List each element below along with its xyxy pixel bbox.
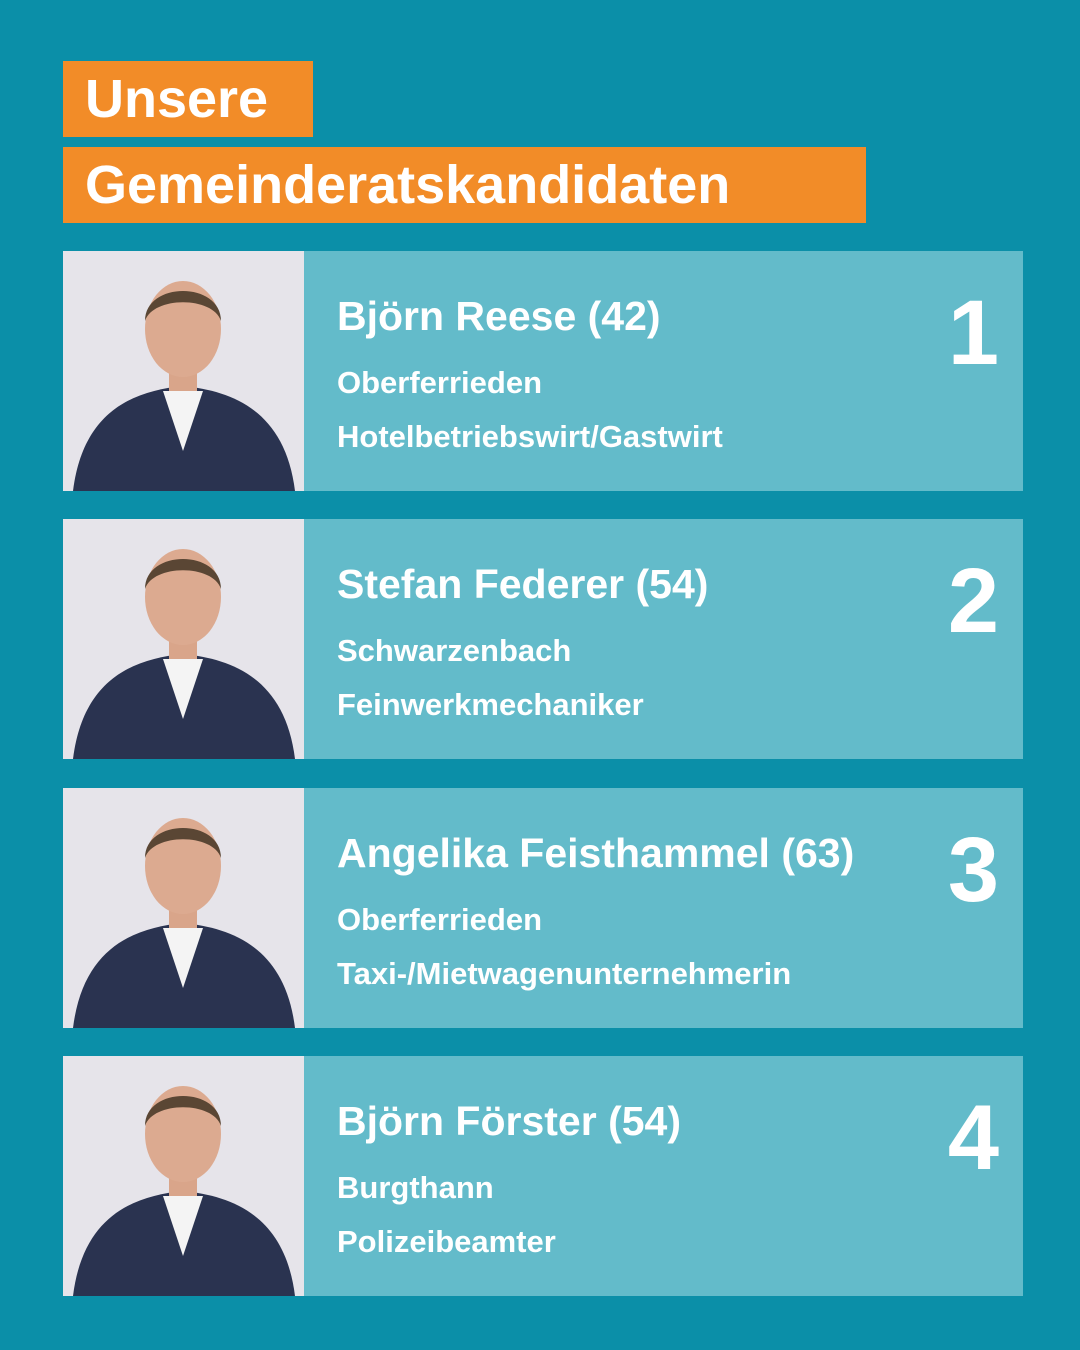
candidate-card: Björn Förster (54) Burgthann Polizeibeamte… — [63, 1056, 1023, 1296]
candidate-name: Björn Förster (54) — [337, 1098, 681, 1144]
candidate-profession: Feinwerkmechaniker — [337, 687, 644, 722]
candidate-place: Schwarzenbach — [337, 633, 572, 668]
portrait-photo — [63, 519, 304, 759]
candidate-rank: 3 — [947, 819, 999, 921]
title-line: Unsere — [63, 61, 313, 137]
portrait-photo — [63, 251, 304, 491]
candidate-place: Oberferrieden — [337, 365, 543, 400]
candidate-name: Angelika Feisthammel (63) — [337, 830, 855, 876]
portrait-photo — [63, 1056, 304, 1296]
candidate-place: Oberferrieden — [337, 902, 543, 937]
candidate-card: Angelika Feisthammel (63) Oberferrieden Ta… — [63, 788, 1023, 1028]
candidate-rank: 4 — [947, 1087, 999, 1189]
candidate-card: Stefan Federer (54) Schwarzenbach Feinwerk… — [63, 519, 1023, 759]
portrait-photo — [63, 788, 304, 1028]
candidate-profession: Polizeibeamter — [337, 1224, 556, 1259]
candidate-place: Burgthann — [337, 1170, 494, 1205]
candidate-name: Stefan Federer (54) — [337, 561, 709, 607]
candidate-profession: Hotelbetriebswirt/Gastwirt — [337, 419, 723, 454]
candidate-profession: Taxi-/Mietwagenunternehmerin — [337, 956, 792, 991]
candidate-rank: 2 — [947, 550, 999, 652]
candidate-card: Björn Reese (42) Oberferrieden Hotelbetrie… — [63, 251, 1023, 491]
title-line: Gemeinderatskandidaten — [63, 147, 866, 223]
candidate-rank: 1 — [947, 282, 999, 384]
candidate-name: Björn Reese (42) — [337, 293, 661, 339]
